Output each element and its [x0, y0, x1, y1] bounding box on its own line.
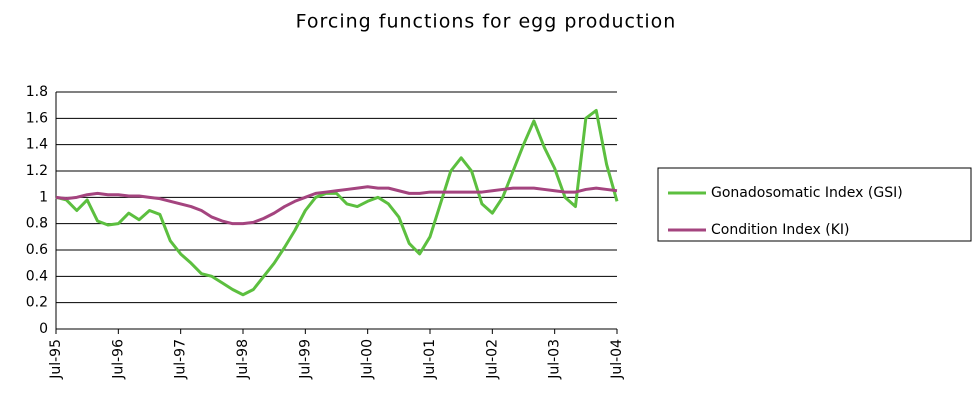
x-tick-label: Jul-96 [110, 339, 126, 380]
y-tick-label: 0.8 [26, 216, 48, 232]
data-line [55, 185, 618, 226]
x-tick-label: Jul-04 [609, 339, 625, 380]
y-tick-label: 1.4 [26, 137, 48, 153]
x-tick-label: Jul-98 [235, 339, 251, 380]
x-tick-label: Jul-99 [297, 339, 313, 380]
x-tick-label: Jul-00 [360, 339, 376, 380]
legend-label: Gonadosomatic Index (GSI) [711, 185, 903, 201]
y-tick-label: 1.6 [26, 110, 48, 126]
y-tick-label: 0.4 [26, 268, 48, 284]
data-line [55, 108, 619, 297]
y-tick-label: 0.6 [26, 242, 48, 258]
x-tick-label: Jul-97 [173, 339, 189, 380]
y-tick-label: 1.2 [26, 163, 48, 179]
x-tick-label: Jul-01 [422, 339, 438, 380]
y-tick-label: 1 [39, 189, 48, 205]
chart-title: Forcing functions for egg production [296, 11, 677, 33]
x-tick-label: Jul-02 [484, 339, 500, 380]
legend-box [657, 167, 972, 242]
x-tick-label: Jul-95 [48, 339, 64, 380]
y-tick-label: 0.2 [26, 295, 48, 311]
y-tick-label: 0 [39, 321, 48, 337]
y-tick-label: 1.8 [26, 84, 48, 100]
legend-label: Condition Index (KI) [711, 222, 849, 238]
x-tick-label: Jul-03 [547, 339, 563, 380]
